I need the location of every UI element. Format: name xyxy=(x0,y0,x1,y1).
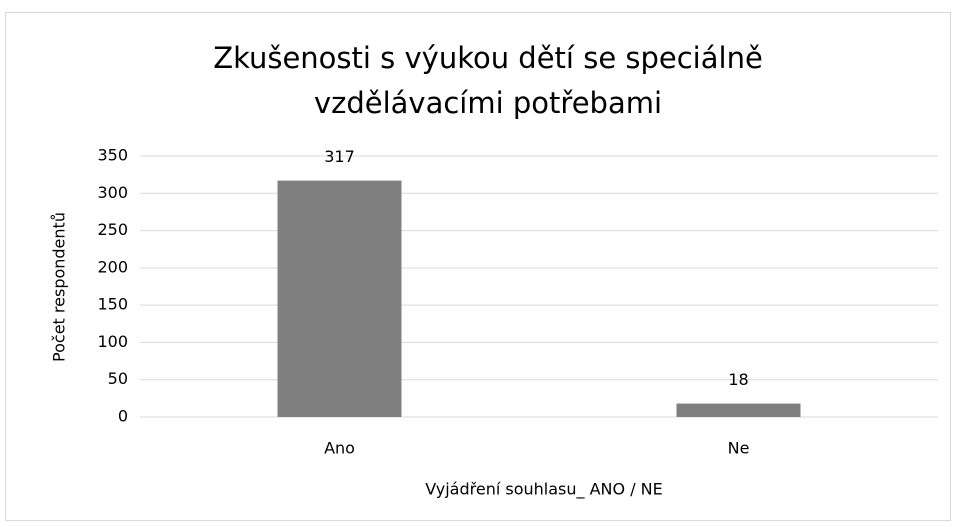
chart-title: Zkušenosti s výukou dětí se speciálně xyxy=(213,41,763,75)
chart-border xyxy=(5,12,951,521)
chart-title: vzdělávacími potřebami xyxy=(314,86,662,120)
y-tick-label: 150 xyxy=(97,295,128,314)
x-tick-label: Ano xyxy=(324,439,355,458)
y-tick-label: 100 xyxy=(97,332,128,351)
data-label: 317 xyxy=(324,147,355,166)
x-axis-label: Vyjádření souhlasu_ ANO / NE xyxy=(425,480,663,500)
y-axis-label: Počet respondentů xyxy=(50,212,69,362)
y-tick-label: 200 xyxy=(97,257,128,276)
x-tick-label: Ne xyxy=(728,439,750,458)
y-tick-label: 350 xyxy=(97,146,128,165)
bar xyxy=(277,180,402,417)
y-tick-label: 0 xyxy=(118,407,128,426)
bar xyxy=(676,403,801,417)
y-tick-label: 50 xyxy=(108,369,128,388)
y-tick-label: 300 xyxy=(97,183,128,202)
y-tick-label: 250 xyxy=(97,220,128,239)
data-label: 18 xyxy=(728,370,748,389)
